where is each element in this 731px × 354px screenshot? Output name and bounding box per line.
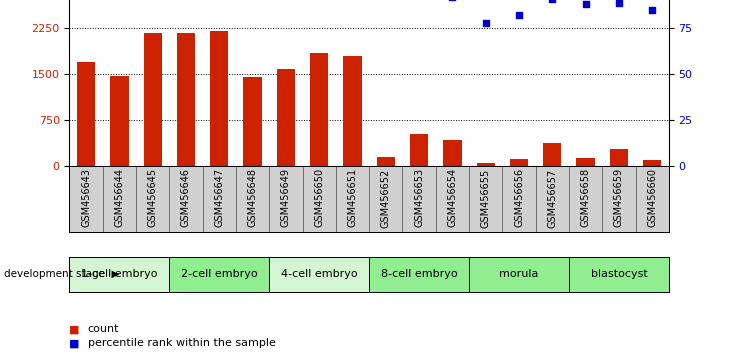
- Point: [646, 7, 658, 13]
- Text: GSM456654: GSM456654: [447, 169, 458, 228]
- Bar: [369, 257, 469, 292]
- Bar: [236, 166, 269, 232]
- Text: GSM456650: GSM456650: [314, 169, 325, 228]
- Text: development stage  ▶: development stage ▶: [4, 269, 119, 279]
- Bar: [143, 33, 162, 166]
- Point: [580, 1, 591, 7]
- Text: GSM456644: GSM456644: [114, 169, 124, 227]
- Text: GSM456658: GSM456658: [580, 169, 591, 228]
- Text: GSM456659: GSM456659: [614, 169, 624, 228]
- Bar: [277, 69, 295, 166]
- Bar: [177, 33, 195, 166]
- Bar: [344, 56, 362, 166]
- Bar: [69, 257, 170, 292]
- Bar: [170, 166, 202, 232]
- Text: blastocyst: blastocyst: [591, 269, 647, 279]
- Text: GSM456655: GSM456655: [481, 169, 491, 228]
- Text: 8-cell embryo: 8-cell embryo: [381, 269, 458, 279]
- Bar: [569, 257, 669, 292]
- Text: GSM456645: GSM456645: [148, 169, 158, 228]
- Text: GSM456647: GSM456647: [214, 169, 224, 228]
- Bar: [269, 166, 303, 232]
- Bar: [536, 166, 569, 232]
- Text: GSM456646: GSM456646: [181, 169, 191, 227]
- Bar: [110, 75, 129, 166]
- Text: GSM456660: GSM456660: [647, 169, 657, 227]
- Bar: [136, 166, 170, 232]
- Bar: [443, 140, 461, 166]
- Bar: [510, 159, 529, 166]
- Bar: [69, 166, 103, 232]
- Text: GSM456648: GSM456648: [248, 169, 257, 227]
- Text: GSM456652: GSM456652: [381, 169, 391, 228]
- Text: morula: morula: [499, 269, 539, 279]
- Bar: [202, 166, 236, 232]
- Bar: [210, 32, 229, 166]
- Text: 4-cell embryo: 4-cell embryo: [281, 269, 357, 279]
- Bar: [336, 166, 369, 232]
- Text: count: count: [88, 324, 119, 334]
- Point: [547, 0, 558, 2]
- Point: [513, 13, 525, 18]
- Bar: [77, 62, 95, 166]
- Bar: [103, 166, 136, 232]
- Bar: [469, 166, 502, 232]
- Bar: [569, 166, 602, 232]
- Text: ■: ■: [69, 324, 80, 334]
- Text: ■: ■: [69, 338, 80, 348]
- Bar: [469, 257, 569, 292]
- Bar: [170, 257, 269, 292]
- Bar: [602, 166, 635, 232]
- Text: GSM456657: GSM456657: [548, 169, 557, 228]
- Text: GSM456653: GSM456653: [414, 169, 424, 228]
- Text: percentile rank within the sample: percentile rank within the sample: [88, 338, 276, 348]
- Bar: [577, 158, 595, 166]
- Bar: [310, 53, 328, 166]
- Point: [613, 0, 625, 5]
- Point: [480, 20, 491, 25]
- Bar: [369, 166, 403, 232]
- Bar: [410, 134, 428, 166]
- Bar: [303, 166, 336, 232]
- Bar: [436, 166, 469, 232]
- Bar: [376, 157, 395, 166]
- Bar: [502, 166, 536, 232]
- Bar: [477, 163, 495, 166]
- Text: GSM456651: GSM456651: [347, 169, 357, 228]
- Text: 1-cell embryo: 1-cell embryo: [81, 269, 158, 279]
- Bar: [610, 149, 628, 166]
- Bar: [269, 257, 369, 292]
- Bar: [403, 166, 436, 232]
- Text: GSM456649: GSM456649: [281, 169, 291, 227]
- Bar: [243, 78, 262, 166]
- Bar: [643, 160, 662, 166]
- Text: GSM456643: GSM456643: [81, 169, 91, 227]
- Text: 2-cell embryo: 2-cell embryo: [181, 269, 257, 279]
- Bar: [543, 143, 561, 166]
- Text: GSM456656: GSM456656: [514, 169, 524, 228]
- Bar: [635, 166, 669, 232]
